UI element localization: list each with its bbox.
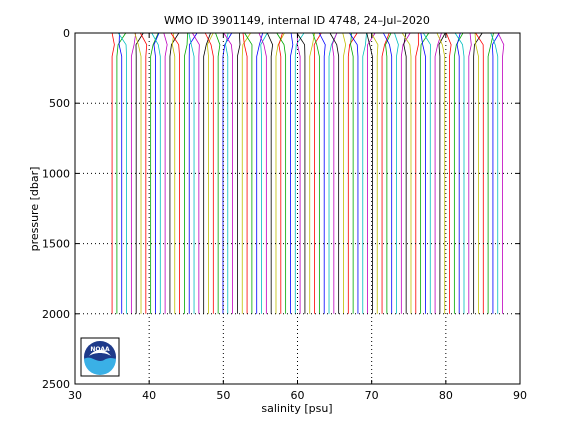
profile-line (223, 32, 234, 314)
profile-line (350, 32, 354, 314)
x-tick-label: 60 (291, 389, 305, 402)
logo-bird (89, 350, 111, 356)
profile-line (296, 32, 306, 314)
profile-line (420, 32, 426, 314)
y-tick-label: 0 (63, 27, 70, 40)
x-axis-label: salinity [psu] (261, 402, 332, 415)
profile-line (111, 32, 115, 314)
profile-line (349, 32, 359, 314)
profile-line (403, 32, 407, 314)
profile-line (453, 32, 464, 314)
profile-line (313, 32, 322, 314)
profile-line (258, 32, 267, 314)
profile-line (329, 32, 340, 314)
y-tick-label: 2000 (42, 308, 70, 321)
y-axis: 0 500 1000 1500 2000 2500 (42, 27, 520, 391)
profile-line (169, 32, 180, 314)
profile-line (487, 32, 494, 314)
profile-line (183, 32, 188, 314)
profile-line (420, 32, 430, 314)
profile-line (192, 32, 200, 314)
profile-line (422, 32, 431, 314)
x-axis: 30 40 50 60 70 80 90 (68, 33, 527, 402)
profile-line (151, 32, 161, 314)
profile-line (278, 32, 283, 314)
profile-line (309, 32, 316, 314)
profile-line (241, 32, 251, 314)
profile-line (381, 32, 390, 314)
profile-line (163, 32, 168, 314)
profile-line (401, 32, 412, 314)
profile-line (188, 32, 198, 314)
grid-layer (75, 33, 520, 384)
y-tick-label: 1500 (42, 238, 70, 251)
profile-line (400, 32, 411, 314)
x-tick-label: 50 (216, 389, 230, 402)
profile-line (215, 32, 221, 314)
profile-line (260, 32, 268, 314)
profile-line (394, 32, 399, 314)
y-tick-label: 2500 (42, 378, 70, 391)
profile-line (276, 32, 287, 314)
profile-line (347, 32, 358, 314)
profile-line (490, 32, 499, 314)
y-axis-label: pressure [dbar] (28, 167, 41, 252)
profile-line (118, 32, 123, 314)
profile-line (468, 32, 472, 314)
y-tick-label: 500 (49, 97, 70, 110)
plot-area: NOAA (74, 32, 521, 385)
profile-line (370, 32, 379, 314)
profile-line (362, 32, 367, 314)
profile-line (134, 32, 142, 314)
logo-text: NOAA (90, 346, 110, 353)
profile-line (474, 32, 479, 314)
profile-line (171, 32, 176, 314)
noaa-logo: NOAA (80, 337, 120, 377)
profile-line (366, 32, 373, 314)
profile-line (135, 32, 144, 314)
profile-line (296, 32, 301, 314)
profile-line (188, 32, 195, 314)
profile-line (117, 32, 127, 314)
profile-line (206, 32, 214, 314)
profile-line (491, 32, 500, 314)
profile-line (139, 32, 148, 314)
x-tick-label: 90 (513, 389, 527, 402)
profile-line (318, 32, 326, 314)
logo-wave (84, 357, 116, 375)
profile-line (497, 32, 505, 314)
profile-line (331, 32, 338, 314)
chart-title: WMO ID 3901149, internal ID 4748, 24–Jul… (164, 14, 430, 27)
profile-line (328, 32, 338, 314)
y-tick-label: 1000 (42, 167, 70, 180)
x-tick-label: 40 (142, 389, 156, 402)
profile-line (116, 32, 127, 314)
profile-line (385, 32, 392, 314)
profile-line (150, 32, 159, 314)
x-tick-label: 80 (439, 389, 453, 402)
profile-line (473, 32, 483, 314)
profile-line (445, 32, 452, 314)
x-tick-label: 70 (365, 389, 379, 402)
profile-line (237, 32, 241, 314)
x-tick-label: 30 (68, 389, 82, 402)
profile-line (436, 32, 446, 314)
profile-line (256, 32, 264, 314)
profile-line (204, 32, 214, 314)
profile-line (290, 32, 294, 314)
